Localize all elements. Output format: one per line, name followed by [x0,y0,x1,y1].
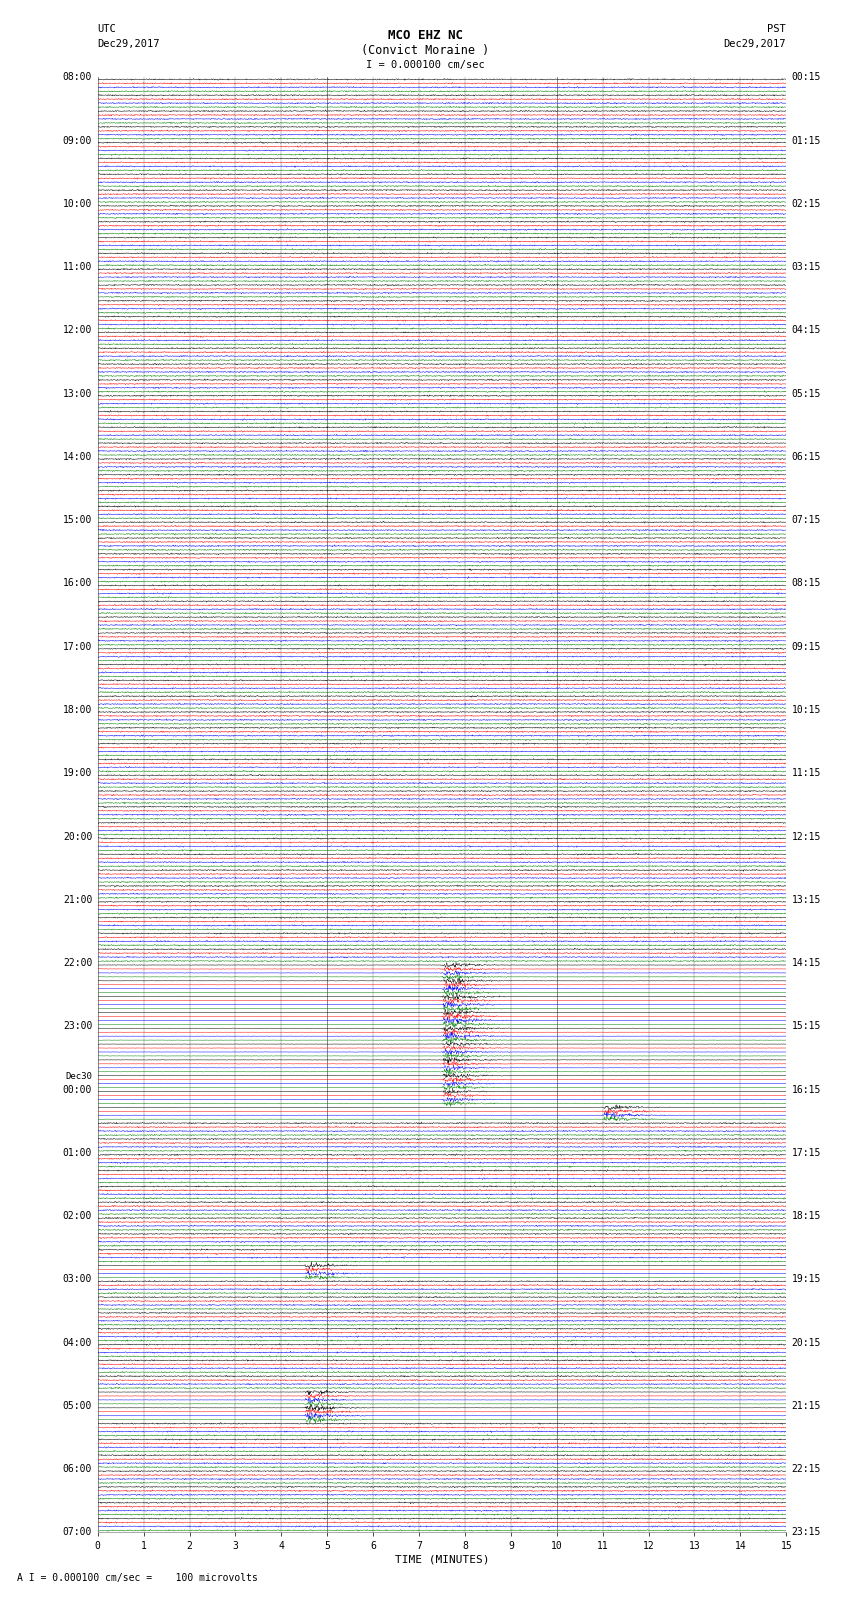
Text: 20:15: 20:15 [791,1337,821,1347]
Text: MCO EHZ NC: MCO EHZ NC [388,29,462,42]
Text: 23:15: 23:15 [791,1528,821,1537]
Text: 19:15: 19:15 [791,1274,821,1284]
Text: 09:15: 09:15 [791,642,821,652]
Text: PST: PST [768,24,786,34]
Text: 12:00: 12:00 [63,326,93,336]
Text: 02:00: 02:00 [63,1211,93,1221]
Text: 15:15: 15:15 [791,1021,821,1031]
Text: 04:15: 04:15 [791,326,821,336]
Text: (Convict Moraine ): (Convict Moraine ) [361,44,489,56]
Text: 14:00: 14:00 [63,452,93,461]
Text: 03:15: 03:15 [791,263,821,273]
Text: 08:15: 08:15 [791,579,821,589]
Text: 15:00: 15:00 [63,515,93,526]
Text: 22:15: 22:15 [791,1465,821,1474]
Text: 09:00: 09:00 [63,135,93,145]
Text: 11:00: 11:00 [63,263,93,273]
Text: 07:15: 07:15 [791,515,821,526]
Text: 06:00: 06:00 [63,1465,93,1474]
Text: 20:00: 20:00 [63,832,93,842]
Text: 05:00: 05:00 [63,1400,93,1411]
Text: 10:15: 10:15 [791,705,821,715]
Text: 17:15: 17:15 [791,1148,821,1158]
Text: Dec30: Dec30 [65,1071,93,1081]
Text: 06:15: 06:15 [791,452,821,461]
Text: 22:00: 22:00 [63,958,93,968]
X-axis label: TIME (MINUTES): TIME (MINUTES) [394,1555,490,1565]
Text: 00:15: 00:15 [791,73,821,82]
Text: 01:00: 01:00 [63,1148,93,1158]
Text: 04:00: 04:00 [63,1337,93,1347]
Text: 23:00: 23:00 [63,1021,93,1031]
Text: 10:00: 10:00 [63,198,93,210]
Text: 11:15: 11:15 [791,768,821,777]
Text: 00:00: 00:00 [63,1084,93,1095]
Text: 19:00: 19:00 [63,768,93,777]
Text: 13:15: 13:15 [791,895,821,905]
Text: 01:15: 01:15 [791,135,821,145]
Text: 12:15: 12:15 [791,832,821,842]
Text: 18:15: 18:15 [791,1211,821,1221]
Text: Dec29,2017: Dec29,2017 [723,39,786,48]
Text: 16:00: 16:00 [63,579,93,589]
Text: UTC: UTC [98,24,116,34]
Text: I = 0.000100 cm/sec: I = 0.000100 cm/sec [366,60,484,69]
Text: 18:00: 18:00 [63,705,93,715]
Text: A I = 0.000100 cm/sec =    100 microvolts: A I = 0.000100 cm/sec = 100 microvolts [17,1573,258,1582]
Text: 17:00: 17:00 [63,642,93,652]
Text: 03:00: 03:00 [63,1274,93,1284]
Text: 05:15: 05:15 [791,389,821,398]
Text: 02:15: 02:15 [791,198,821,210]
Text: 21:15: 21:15 [791,1400,821,1411]
Text: Dec29,2017: Dec29,2017 [98,39,161,48]
Text: 21:00: 21:00 [63,895,93,905]
Text: 07:00: 07:00 [63,1528,93,1537]
Text: 13:00: 13:00 [63,389,93,398]
Text: 14:15: 14:15 [791,958,821,968]
Text: 08:00: 08:00 [63,73,93,82]
Text: 16:15: 16:15 [791,1084,821,1095]
